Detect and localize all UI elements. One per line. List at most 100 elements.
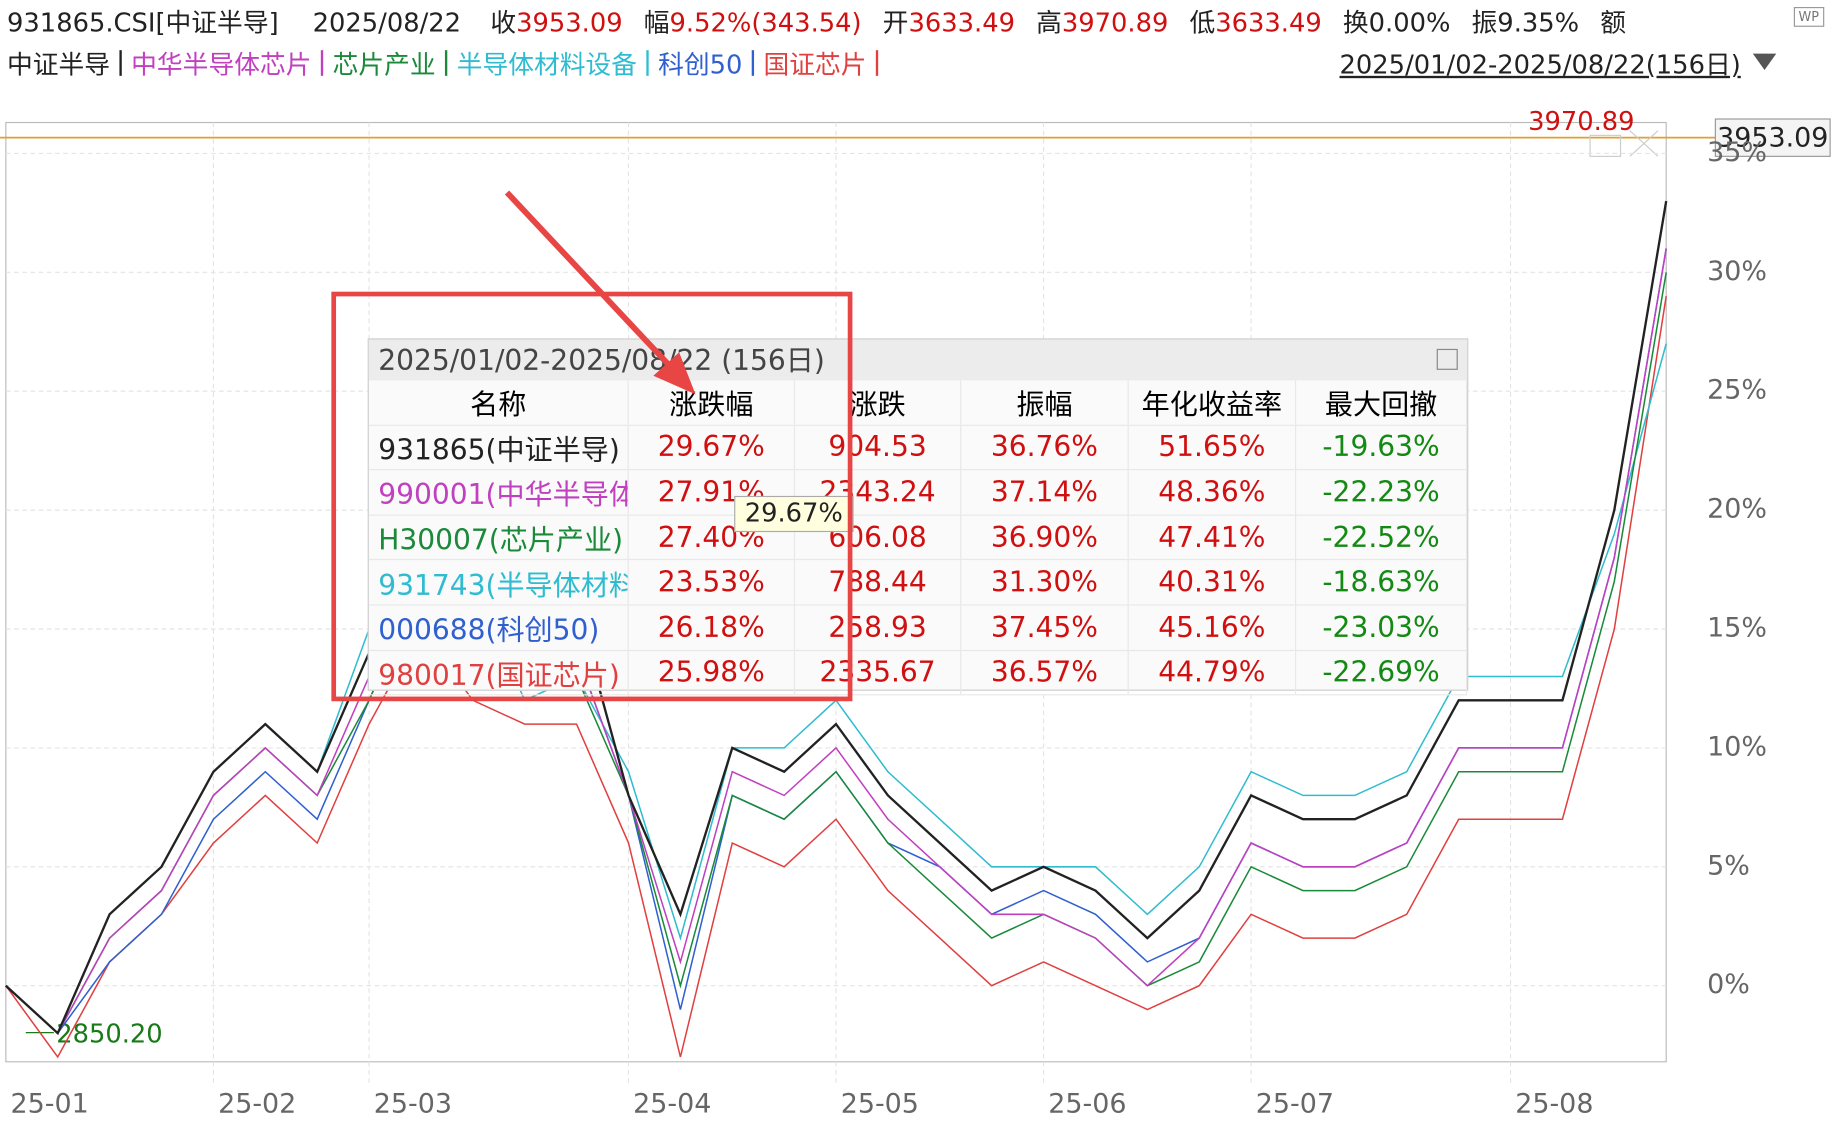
high-label: 3970.89 <box>1528 107 1634 137</box>
popup-row: 990001(中华半导体 27.91% 2343.24 37.14% 48.36% -22… <box>368 470 1468 516</box>
quote-value: 3633.49 <box>1215 9 1322 39</box>
x-tick-label: 25-07 <box>1256 1088 1334 1119</box>
close-button[interactable] <box>1629 130 1659 157</box>
series-line <box>5 200 1668 1036</box>
code: 931865.CSI[中证半导] <box>7 9 279 39</box>
legend-separator <box>646 50 649 76</box>
legend-entry: 科创50 <box>658 51 743 81</box>
quote-item: 高3970.89 <box>1036 9 1168 38</box>
cell: 000688(科创50) <box>369 605 629 650</box>
cell: 45.16% <box>1129 605 1297 650</box>
low-label: 2850.20 <box>56 1019 162 1049</box>
dropdown-arrow[interactable] <box>1752 53 1777 71</box>
quote-trailing: 额 <box>1600 9 1626 39</box>
quote-label: 收 <box>490 9 517 39</box>
popup-title: 2025/01/02-2025/08/22 (156日) <box>368 339 1468 381</box>
cell: 36.76% <box>961 425 1129 470</box>
tooltip: 29.67% <box>734 495 854 533</box>
quote-item: 振9.35% <box>1472 9 1580 38</box>
x-tick-label: 25-04 <box>633 1088 711 1119</box>
quote-item: 幅9.52%(343.54) <box>644 9 862 38</box>
icon[interactable]: WP <box>1793 7 1824 27</box>
legend-separator <box>119 50 122 76</box>
quote-value: 3633.49 <box>908 9 1015 39</box>
y-tick-label: 20% <box>1707 494 1767 525</box>
date: 2025/08/22 <box>312 9 462 39</box>
cell: -18.63% <box>1296 560 1468 605</box>
popup-row: 000688(科创50) 26.18% 258.93 37.45% 45.16% -23.… <box>368 605 1468 651</box>
legend-entry: 芯片产业 <box>332 51 436 81</box>
popup-row: 931743(半导体材料 23.53% 788.44 31.30% 40.31% -18.… <box>368 560 1468 606</box>
column-header: 涨跌 <box>795 380 962 425</box>
column-header: 最大回撤 <box>1296 380 1468 425</box>
quote-item: 收3953.09 <box>490 9 622 38</box>
quote-item: 换0.00% <box>1343 9 1451 38</box>
cell: 48.36% <box>1129 470 1297 515</box>
cell: 931743(半导体材料 <box>369 560 629 605</box>
cell: 29.67% <box>629 425 796 470</box>
cell: 931865(中证半导) <box>369 425 629 470</box>
cell: 44.79% <box>1129 650 1297 695</box>
column-header: 年化收益率 <box>1129 380 1297 425</box>
popup-row: H30007(芯片产业) 27.40% 606.08 36.90% 47.41% -22.… <box>368 515 1468 561</box>
cell: -22.52% <box>1296 515 1468 560</box>
column-header: 名称 <box>369 380 629 425</box>
cell: 788.44 <box>795 560 962 605</box>
quote-value: 9.35% <box>1497 9 1580 39</box>
legend-separator <box>875 50 879 76</box>
series-line <box>5 296 1667 1059</box>
cell: 36.57% <box>961 650 1129 695</box>
legend-entry: 半导体材料设备 <box>456 51 638 81</box>
quote-value: 0.00% <box>1368 9 1451 39</box>
legend-entry: 国证芯片 <box>763 51 867 81</box>
cell: 25.98% <box>629 650 796 695</box>
cell: -23.03% <box>1296 605 1468 650</box>
price-box <box>1714 118 1831 157</box>
cell: 36.90% <box>961 515 1129 560</box>
cell: H30007(芯片产业) <box>369 515 629 560</box>
last-price: 3953.09 <box>1717 122 1828 153</box>
y-tick-label: 25% <box>1707 375 1767 406</box>
legend-separator <box>444 50 448 76</box>
legend-separator <box>320 50 324 76</box>
quote-label: 低 <box>1189 9 1216 39</box>
y-tick-label: 0% <box>1707 969 1750 1000</box>
popup-close[interactable] <box>1436 348 1458 370</box>
cell: 31.30% <box>961 560 1129 605</box>
y-tick-label: 35% <box>1707 137 1767 168</box>
legend-separator <box>751 50 755 76</box>
popup-row: 931865(中证半导) 29.67% 904.53 36.76% 51.65% -19.… <box>368 425 1468 471</box>
quote-value: 9.52%(343.54) <box>669 9 862 39</box>
quote-label: 振 <box>1471 9 1498 39</box>
x-tick-label: 25-01 <box>11 1088 89 1119</box>
quote-label: 开 <box>882 9 909 39</box>
cell: 990001(中华半导体 <box>369 470 629 515</box>
quote-label: 高 <box>1036 9 1062 39</box>
quote-label: 换 <box>1342 9 1369 39</box>
quote-label: 幅 <box>643 9 670 39</box>
cell: 904.53 <box>795 425 962 470</box>
cell: -22.69% <box>1296 650 1468 695</box>
cell: 37.14% <box>961 470 1129 515</box>
x-tick-label: 25-06 <box>1048 1088 1126 1119</box>
legend: 中证半导 中华半导体芯片 芯片产业 半导体材料设备 科创50 国证芯片 <box>7 44 888 81</box>
column-header: 涨跌幅 <box>629 380 796 425</box>
quote-item: 低3633.49 <box>1189 9 1321 38</box>
cell: 37.45% <box>961 605 1129 650</box>
y-tick-label: 30% <box>1707 256 1767 287</box>
cell: -22.23% <box>1296 470 1468 515</box>
quote-value: 3953.09 <box>516 9 623 39</box>
y-tick-label: 5% <box>1707 850 1750 881</box>
x-tick-label: 25-02 <box>218 1088 296 1119</box>
cell: 47.41% <box>1129 515 1297 560</box>
cell: 40.31% <box>1129 560 1297 605</box>
cell: 2335.67 <box>795 650 962 695</box>
range-selector[interactable]: 2025/01/02-2025/08/22(156日) <box>1339 51 1741 81</box>
series-line <box>5 248 1667 1035</box>
quote-value: 3970.89 <box>1061 9 1169 39</box>
window-button[interactable] <box>1589 134 1622 157</box>
